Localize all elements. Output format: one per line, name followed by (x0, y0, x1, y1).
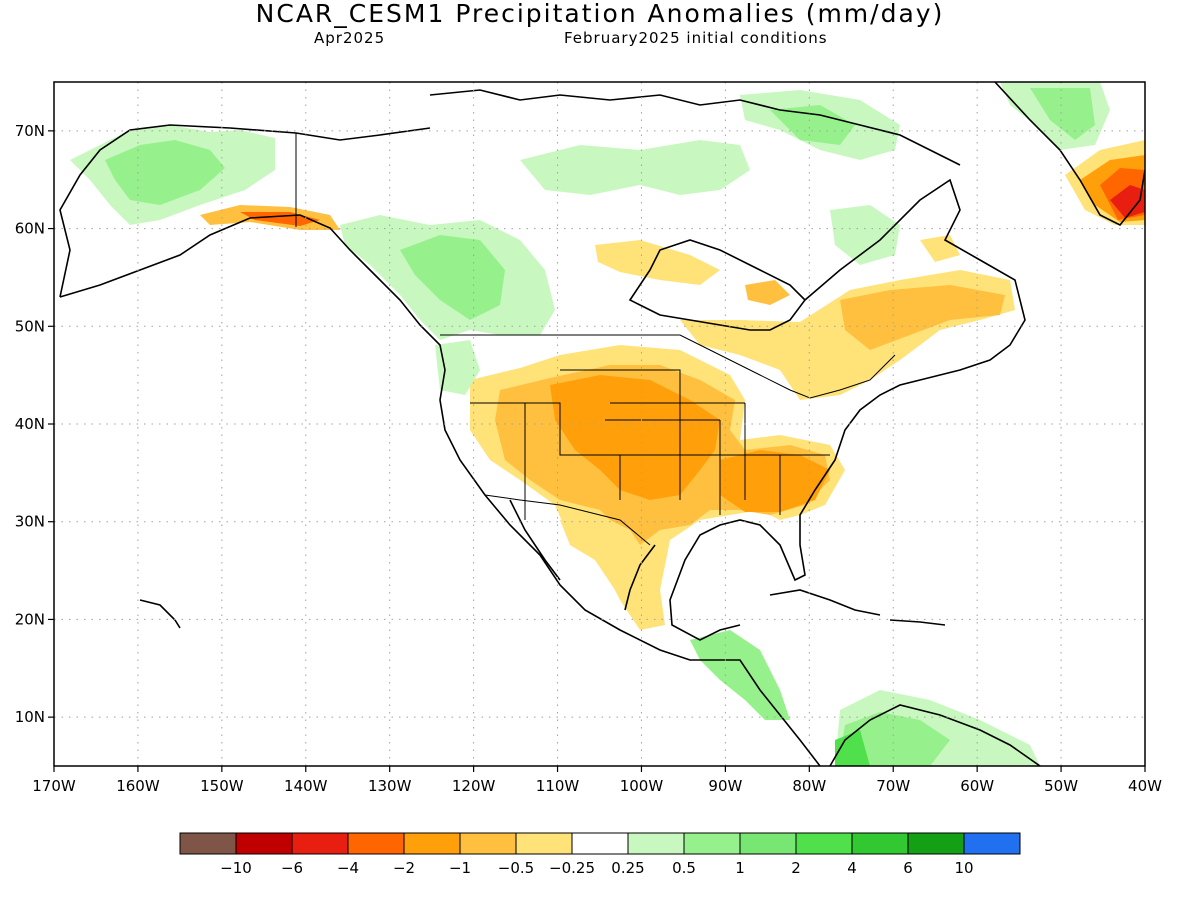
tick-label-lat: 70N (15, 122, 45, 140)
tick-label-lat: 30N (15, 513, 45, 531)
us-canada-border (440, 334, 896, 399)
tick-label-lon: 50W (1044, 777, 1078, 795)
gulf-coast (624, 544, 656, 611)
colorbar-swatch (571, 832, 629, 855)
anomaly-layer (70, 82, 1145, 766)
us-mexico-border (484, 494, 651, 546)
colorbar-label: −10 (220, 859, 252, 877)
anomaly-negative-greenland4 (1110, 185, 1145, 218)
tick-label-lon: 130W (368, 777, 412, 795)
tick-label-lon: 70W (876, 777, 910, 795)
anomaly-positive-arctic (520, 140, 750, 195)
state-lines (470, 369, 830, 520)
colorbar-swatch (515, 832, 573, 855)
colorbar-swatch (795, 832, 853, 855)
hispaniola (889, 619, 946, 626)
tick-label-lon: 170W (32, 777, 76, 795)
east-coast (669, 178, 1026, 641)
colorbar-label: −0.5 (498, 859, 534, 877)
colorbar-swatch (963, 832, 1021, 855)
anomaly-positive-westcanada-core (400, 235, 505, 320)
tick-label-lon: 140W (284, 777, 328, 795)
tick-label-lon: 150W (200, 777, 244, 795)
colorbar-swatch (627, 832, 685, 855)
anomaly-negative-us-core (550, 375, 720, 500)
tick-label-lon: 60W (960, 777, 994, 795)
colorbar-swatch (851, 832, 909, 855)
colorbar-swatch (179, 832, 237, 855)
anomaly-positive-colombia (835, 730, 870, 766)
tick-label-lat: 40N (15, 415, 45, 433)
colorbar-swatch (683, 832, 741, 855)
greenland-coast (994, 82, 1145, 227)
alaska-north-coast (59, 124, 431, 298)
colorbar: −10 −6 −4 −2 −1 −0.5 −0.25 0.25 0.5 1 2 4 6 10 (179, 832, 1021, 877)
tick-label-lon: 80W (792, 777, 826, 795)
colorbar-label: −4 (337, 859, 359, 877)
init-conditions: February2025 initial conditions (564, 29, 828, 47)
political-boundaries (295, 133, 896, 546)
axis-ticks: 170W 160W 150W 140W 130W 120W 110W 100W 90W 80W 70… (15, 122, 1162, 795)
anomaly-negative-hudson2 (745, 280, 790, 305)
valid-month: Apr2025 (314, 29, 386, 47)
colorbar-label: 0.5 (672, 859, 696, 877)
colorbar-label: 2 (791, 859, 801, 877)
colorbar-label: −1 (449, 859, 471, 877)
colorbar-label: 0.25 (611, 859, 644, 877)
south-america-coast (829, 704, 1041, 766)
anomaly-negative-quebec2 (920, 235, 960, 262)
anomaly-positive-pacificnw (435, 340, 480, 395)
colorbar-label: −2 (393, 859, 415, 877)
anomaly-negative-mexico (560, 515, 660, 625)
colorbar-swatch (739, 832, 797, 855)
tick-label-lon: 110W (536, 777, 580, 795)
tick-label-lon: 120W (452, 777, 496, 795)
colorbar-label: −6 (281, 859, 303, 877)
colorbar-swatch (459, 832, 517, 855)
colorbar-label: 10 (954, 859, 973, 877)
alaska-coast (59, 214, 821, 766)
coastlines (59, 82, 1145, 766)
anomaly-negative-southeast (720, 450, 830, 512)
tick-label-lat: 10N (15, 708, 45, 726)
map-title: NCAR_CESM1 Precipitation Anomalies (mm/d… (255, 0, 945, 28)
anomaly-positive-labrador (830, 205, 900, 265)
anomaly-positive-centralamerica (690, 630, 790, 720)
tick-label-lon: 160W (116, 777, 160, 795)
colorbar-label: 4 (847, 859, 857, 877)
tick-label-lon: 40W (1128, 777, 1162, 795)
tick-label-lat: 60N (15, 220, 45, 238)
anomaly-positive-greenland-core (1030, 88, 1095, 140)
colorbar-swatch (907, 832, 965, 855)
anomaly-positive-alaska-core (105, 140, 225, 205)
colorbar-label: 1 (735, 859, 745, 877)
colorbar-label: 6 (903, 859, 913, 877)
anomaly-positive-arctic3 (770, 105, 855, 145)
arctic-islands (429, 89, 961, 166)
baja (509, 499, 561, 581)
cuba (769, 589, 881, 616)
colorbar-swatch (403, 832, 461, 855)
colorbar-swatch (235, 832, 293, 855)
colorbar-label: −0.25 (549, 859, 595, 877)
graticule (54, 82, 1145, 766)
colorbar-swatch (347, 832, 405, 855)
colorbar-swatch (291, 832, 349, 855)
anomaly-negative-hudson (595, 240, 720, 285)
hawaii (139, 599, 181, 629)
tick-label-lon: 100W (620, 777, 664, 795)
tick-label-lat: 50N (15, 317, 45, 335)
tick-label-lon: 90W (708, 777, 742, 795)
tick-label-lat: 20N (15, 610, 45, 628)
hudson-bay (628, 239, 807, 331)
anomaly-negative-quebec-core (840, 285, 1005, 350)
